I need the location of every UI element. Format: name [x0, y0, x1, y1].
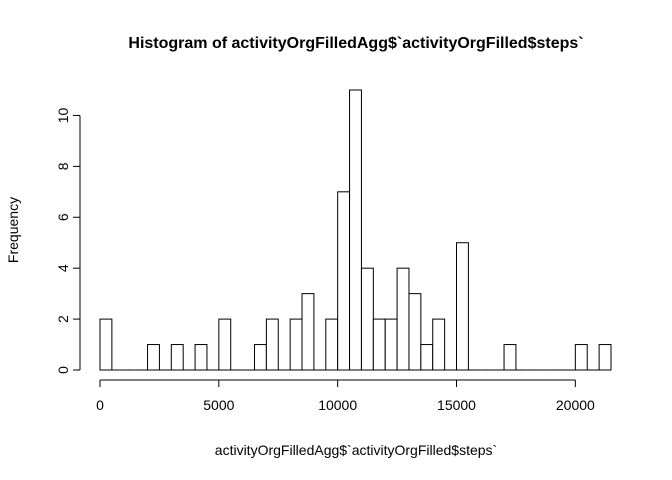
- y-tick-label: 2: [55, 315, 71, 323]
- histogram-bar: [170, 344, 184, 371]
- histogram-bar: [265, 318, 279, 371]
- y-tick-label: 10: [55, 107, 71, 123]
- y-tick-label: 4: [55, 264, 71, 272]
- histogram-bar: [420, 344, 434, 371]
- chart-title: Histogram of activityOrgFilledAgg$`activ…: [128, 35, 583, 52]
- histogram-bar: [396, 267, 410, 371]
- x-tick-label: 0: [96, 397, 104, 413]
- histogram-bar: [360, 267, 374, 371]
- y-tick-label: 6: [55, 213, 71, 221]
- histogram-bar: [432, 318, 446, 371]
- x-tick-label: 15000: [437, 397, 476, 413]
- histogram-bar: [325, 318, 339, 371]
- histogram-bar: [253, 344, 267, 371]
- histogram-bar: [598, 344, 612, 371]
- y-tick-label: 0: [55, 366, 71, 374]
- x-tick-label: 20000: [556, 397, 595, 413]
- histogram-bar: [337, 191, 351, 371]
- histogram-bar: [218, 318, 232, 371]
- histogram-bar: [456, 242, 469, 371]
- y-tick-label: 8: [55, 162, 71, 170]
- bars-group: [99, 89, 612, 371]
- y-axis: 0 2 4 6 8 10: [55, 107, 81, 374]
- histogram-bar: [574, 344, 588, 371]
- x-tick-label: 5000: [203, 397, 234, 413]
- x-axis: 0 5000 10000 15000 20000: [96, 379, 595, 413]
- histogram-bar: [301, 293, 315, 371]
- histogram-bar: [408, 293, 422, 371]
- histogram-bar: [99, 318, 113, 371]
- x-axis-label: activityOrgFilledAgg$`activityOrgFilled$…: [215, 442, 497, 458]
- x-tick-label: 10000: [318, 397, 357, 413]
- histogram-bar: [194, 344, 208, 371]
- histogram-bar: [147, 344, 160, 371]
- histogram-bar: [503, 344, 517, 371]
- histogram-bar: [289, 318, 303, 371]
- histogram-bar: [372, 318, 386, 371]
- y-axis-label: Frequency: [5, 197, 21, 263]
- histogram-bar: [384, 318, 398, 371]
- histogram-bar: [349, 89, 362, 371]
